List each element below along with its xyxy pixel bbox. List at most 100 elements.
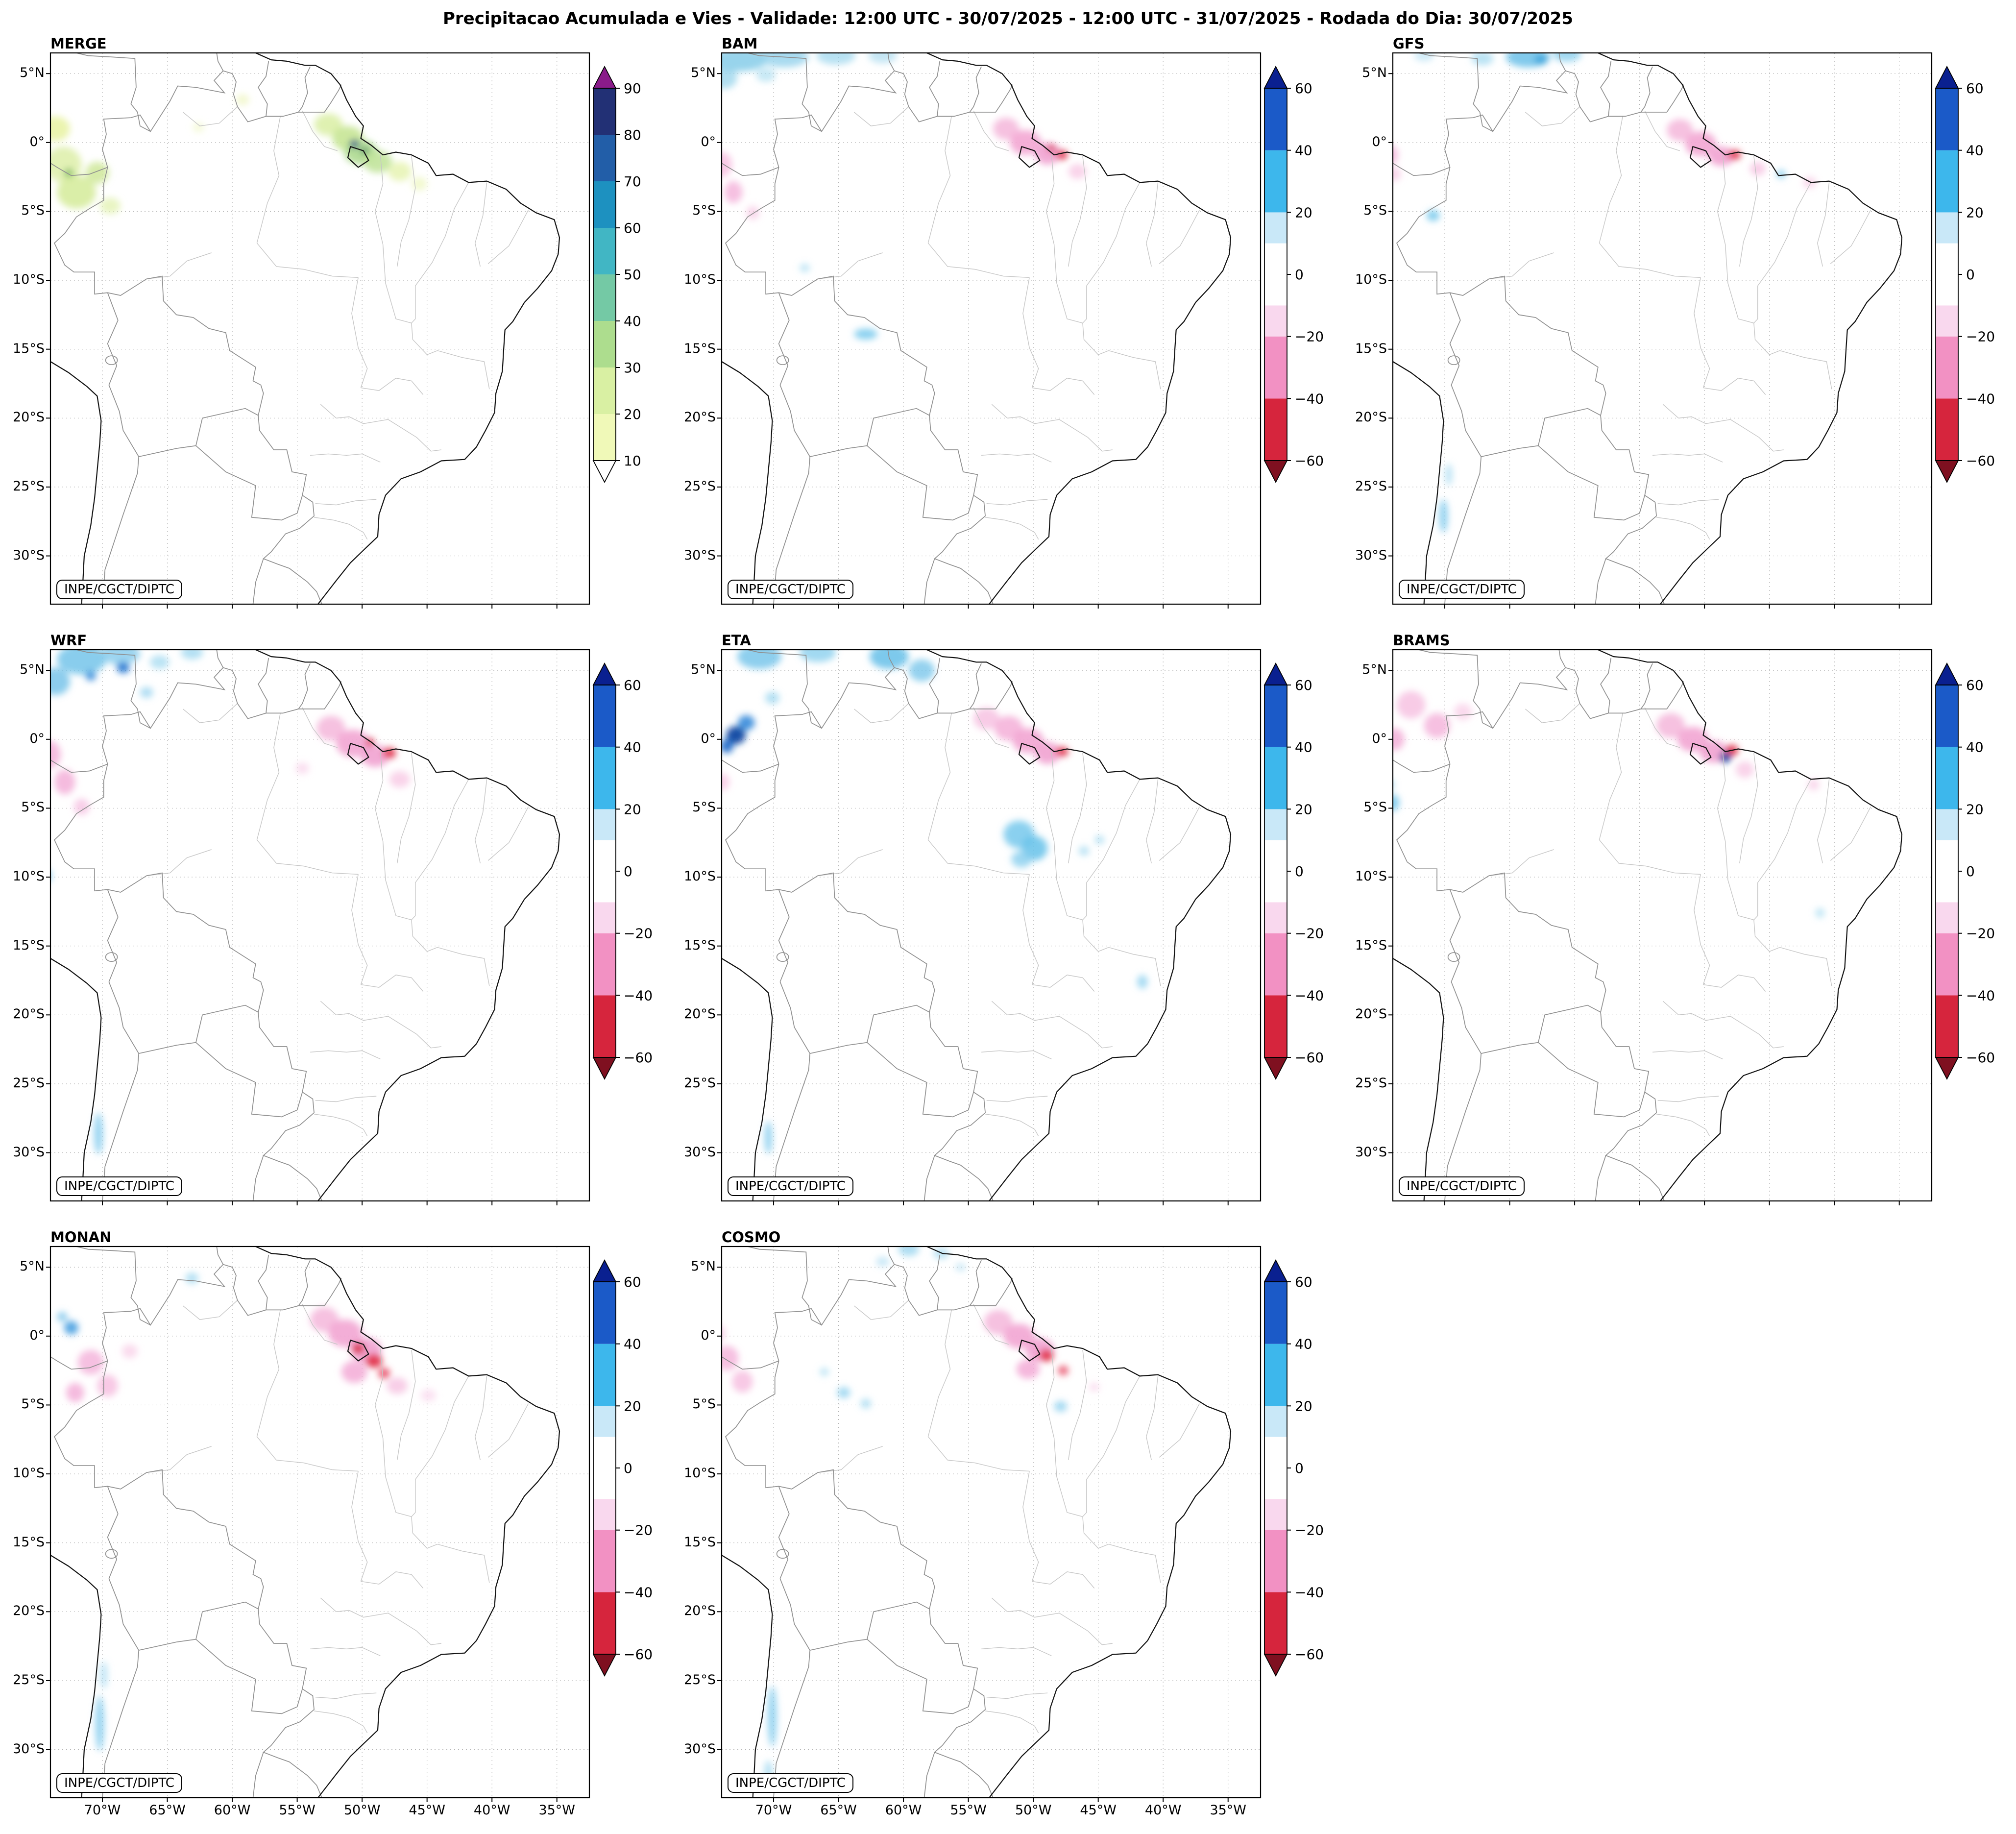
colorbar-tick-label: 80	[624, 127, 641, 143]
colorbar-tick-label: 0	[1295, 863, 1304, 880]
colorbar-tick-label: 40	[1295, 739, 1312, 756]
country-borders	[50, 52, 342, 605]
lat-tick-label: 15°S	[13, 341, 45, 356]
source-label: INPE/CGCT/DIPTC	[56, 1773, 182, 1793]
lat-tick-label: 30°S	[13, 1741, 45, 1757]
panel-title: GFS	[1393, 35, 1425, 52]
lat-tick-label: 5°S	[692, 203, 716, 219]
map-canvas	[1388, 52, 1933, 609]
lat-tick-label: 20°S	[684, 410, 716, 425]
lat-tick-label: 5°N	[1362, 65, 1387, 81]
panel-body: 5°N 0° 5°S 10°S 15°S 20°S 25°S 30°S INPE/CGCT/DI…	[4, 52, 675, 609]
map-canvas	[46, 52, 590, 609]
lat-tick-label: 5°N	[20, 662, 45, 678]
lat-tick-label: 10°S	[13, 869, 45, 884]
lat-tick-label: 20°S	[13, 410, 45, 425]
map-gfs: INPE/CGCT/DIPTC	[1388, 52, 1933, 609]
colorbar-over-arrow	[1935, 66, 1959, 89]
lat-tick-label: 15°S	[684, 937, 716, 953]
axis-ticks	[46, 1267, 558, 1802]
graticule	[722, 650, 1261, 1201]
field-overlay	[722, 53, 1087, 340]
lat-tick-label: 10°S	[1355, 272, 1387, 288]
lake-titicaca-outline	[776, 1549, 789, 1559]
lat-tick-label: 30°S	[13, 547, 45, 563]
lat-tick-label: 30°S	[1355, 547, 1387, 563]
lon-tick-label: 45°W	[1080, 1803, 1117, 1818]
lat-tick-label: 15°S	[1355, 341, 1387, 356]
colorbar-bias: 60 40 20 0 −20 −40 −60	[1935, 66, 1995, 483]
lon-tick-label: 55°W	[950, 1803, 987, 1818]
state-borders	[818, 703, 1200, 1137]
source-label: INPE/CGCT/DIPTC	[728, 1773, 853, 1793]
panel-body: 5°N 0° 5°S 10°S 15°S 20°S 25°S 30°S INPE/CGCT/DI…	[4, 649, 675, 1205]
map-eta: INPE/CGCT/DIPTC	[717, 649, 1262, 1205]
figure-title: Precipitacao Acumulada e Vies - Validade…	[442, 9, 1573, 28]
lon-tick-label: 65°W	[820, 1803, 857, 1818]
lon-tick-label: 65°W	[149, 1803, 186, 1818]
map-canvas	[1388, 649, 1933, 1205]
map-frame	[49, 649, 590, 1202]
country-borders	[721, 52, 1013, 605]
colorbar-over-arrow	[592, 1259, 617, 1282]
colorbar-tick-label: 70	[624, 173, 641, 190]
lat-axis: 5°N 0° 5°S 10°S 15°S 20°S 25°S 30°S	[675, 1247, 722, 1798]
lake-titicaca-outline	[776, 355, 789, 366]
lat-axis: 5°N 0° 5°S 10°S 15°S 20°S 25°S 30°S	[4, 1247, 50, 1798]
colorbar-tick-label: −60	[1295, 453, 1324, 469]
colorbar-under-arrow	[592, 1654, 617, 1677]
colorbar-tick-label: 60	[1295, 1274, 1312, 1290]
panel-wrf: WRF 5°N 0° 5°S 10°S 15°S 20°S 25°S 30°S INPE/CGCT…	[4, 631, 675, 1205]
colorbar-tick-label: 0	[624, 1460, 632, 1476]
country-borders	[50, 1246, 342, 1798]
colorbar-over-arrow	[592, 66, 617, 89]
colorbar-tick-label: −40	[1295, 391, 1324, 407]
map-wrf: INPE/CGCT/DIPTC	[46, 649, 590, 1205]
map-merge: INPE/CGCT/DIPTC	[46, 52, 590, 609]
colorbar-bias: 60 40 20 0 −20 −40 −60	[1263, 662, 1324, 1080]
source-label: INPE/CGCT/DIPTC	[1399, 1176, 1525, 1196]
country-borders	[1392, 649, 1684, 1201]
colorbar-tick-label: 40	[624, 313, 641, 329]
coastline	[1392, 52, 1903, 605]
colorbar-tick-label: 60	[1966, 677, 1984, 693]
lake-titicaca-outline	[1447, 355, 1460, 366]
colorbar-tick-label: −60	[1295, 1050, 1324, 1066]
lat-tick-label: 25°S	[684, 478, 716, 494]
lat-tick-label: 25°S	[13, 478, 45, 494]
panel-body: 5°N 0° 5°S 10°S 15°S 20°S 25°S 30°S INPE/CGCT/DI…	[675, 1246, 1346, 1802]
panel-body: 5°N 0° 5°S 10°S 15°S 20°S 25°S 30°S INPE/CGCT/DI…	[1346, 649, 2016, 1205]
map-canvas	[717, 52, 1262, 609]
colorbar-under-arrow	[1263, 1654, 1288, 1677]
graticule	[50, 53, 589, 604]
axis-ticks	[717, 73, 1229, 609]
axis-ticks	[717, 670, 1229, 1205]
lon-tick-label: 35°W	[538, 1803, 576, 1818]
panel-brams: BRAMS 5°N 0° 5°S 10°S 15°S 20°S 25°S 30°S INPE/CG…	[1346, 631, 2016, 1205]
colorbar-tick-label: −60	[624, 1646, 653, 1663]
state-borders	[146, 703, 529, 1137]
colorbar-tick-label: 60	[1966, 80, 1984, 97]
lat-tick-label: 5°S	[1363, 800, 1387, 815]
colorbar-tick-label: 0	[1295, 1460, 1304, 1476]
colorbar-tick-label: 30	[624, 360, 641, 376]
lat-tick-label: 10°S	[684, 272, 716, 288]
colorbar-tick-label: −20	[1295, 1522, 1324, 1539]
lake-titicaca-outline	[776, 952, 789, 962]
colorbar-under-arrow	[1263, 460, 1288, 483]
colorbar-wrap-brams: 60 40 20 0 −20 −40 −60	[1935, 650, 2016, 1201]
lat-tick-label: 5°N	[691, 662, 716, 678]
coastline	[721, 52, 1232, 605]
state-borders	[818, 106, 1200, 540]
colorbar-tick-label: 60	[1295, 677, 1312, 693]
field-overlay	[1393, 691, 1825, 918]
colorbar-tick-label: 20	[624, 406, 641, 422]
lat-tick-label: 5°N	[691, 65, 716, 81]
lat-tick-label: 20°S	[684, 1006, 716, 1022]
lat-tick-label: 30°S	[1355, 1144, 1387, 1160]
colorbar-tick-label: −60	[1295, 1646, 1324, 1663]
colorbar-tick-label: 50	[624, 267, 641, 283]
lat-axis: 5°N 0° 5°S 10°S 15°S 20°S 25°S 30°S	[1346, 53, 1393, 604]
panel-grid: MERGE 5°N 0° 5°S 10°S 15°S 20°S 25°S 30°S INPE/CG…	[0, 34, 2016, 1821]
lon-tick-label: 40°W	[473, 1803, 510, 1818]
